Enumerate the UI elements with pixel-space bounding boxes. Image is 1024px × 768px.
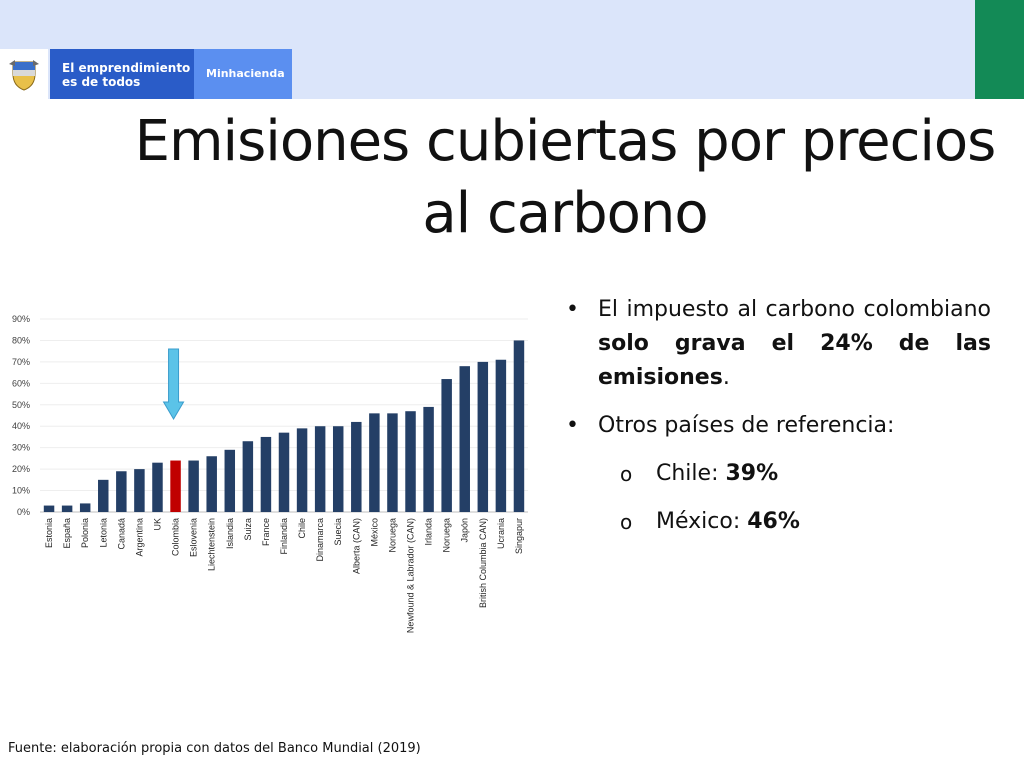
- bar: [477, 361, 489, 512]
- bar: [242, 441, 254, 512]
- y-tick-label: 30%: [12, 443, 30, 453]
- x-tick-label: Eslovenia: [189, 518, 199, 557]
- y-tick-label: 20%: [12, 464, 30, 474]
- bar: [459, 366, 470, 512]
- y-tick-label: 50%: [12, 400, 30, 410]
- bar: [61, 505, 73, 512]
- ministry-logo: Minhacienda: [194, 49, 292, 99]
- bar: [224, 449, 236, 512]
- mexico-label: México:: [656, 509, 748, 534]
- x-tick-label: Newfound & Labrador (CAN): [406, 518, 416, 633]
- x-tick-label: Irlanda: [424, 518, 434, 546]
- chile-value: 39%: [725, 461, 779, 486]
- bar: [98, 479, 109, 512]
- x-tick-label: Noruega: [442, 518, 452, 553]
- mexico-value: 46%: [747, 509, 800, 534]
- sub-bullet-chile: o Chile: 39%: [566, 457, 991, 491]
- y-tick-label: 10%: [12, 486, 30, 496]
- bar: [116, 471, 127, 512]
- coat-of-arms-logo: [0, 49, 48, 99]
- bullet-colombia-tax: • El impuesto al carbono colombiano solo…: [566, 293, 991, 395]
- x-tick-label: Dinamarca: [315, 518, 325, 562]
- source-note: Fuente: elaboración propia con datos del…: [8, 741, 421, 756]
- down-arrow-icon: [162, 348, 185, 420]
- bullet-icon: •: [566, 413, 579, 438]
- chart-canvas: 0% 10% 20% 30% 40% 50% 60% 70% 80% 90% Estonia Espa…: [12, 314, 528, 633]
- y-tick-label: 0%: [17, 507, 30, 517]
- bullet-list: • El impuesto al carbono colombiano solo…: [566, 293, 991, 539]
- x-tick-label: Finlandia: [279, 518, 289, 555]
- bar: [405, 411, 416, 512]
- bar: [170, 460, 181, 512]
- bar: [188, 460, 199, 512]
- y-tick-label: 60%: [12, 378, 30, 388]
- x-tick-label: México: [369, 518, 379, 547]
- bar: [134, 469, 145, 512]
- bar: [278, 432, 290, 512]
- green-accent-band: [975, 0, 1024, 99]
- bar: [332, 426, 344, 512]
- bar: [441, 379, 452, 512]
- x-tick-label: Alberta (CAN): [351, 518, 361, 574]
- x-tick-label: British Columbia CAN): [478, 518, 488, 608]
- circle-bullet-icon: o: [620, 510, 633, 534]
- x-tick-label: Colombia: [171, 518, 181, 556]
- x-tick-label: Polonia: [80, 518, 90, 548]
- bullet-end: .: [722, 365, 730, 390]
- bullet-bold-text: solo grava el 24% de las emisiones: [598, 331, 991, 390]
- bar-chart: 0% 10% 20% 30% 40% 50% 60% 70% 80% 90% Estonia Espa…: [0, 305, 540, 705]
- bar: [260, 436, 272, 512]
- x-tick-label: Suiza: [243, 518, 253, 541]
- bar: [387, 413, 398, 512]
- bullet-other-countries: • Otros países de referencia:: [566, 409, 991, 443]
- bar: [152, 462, 163, 512]
- bar: [495, 359, 507, 512]
- y-tick-label: 90%: [12, 314, 30, 324]
- x-tick-label: Japón: [460, 518, 470, 543]
- x-tick-label: Islandia: [225, 518, 235, 549]
- brand-logo: El emprendimiento es de todos: [50, 49, 194, 99]
- bar: [513, 340, 525, 512]
- x-tick-label: Suecia: [333, 518, 343, 546]
- x-tick-label: Canadá: [116, 518, 126, 550]
- bullet-text: El impuesto al carbono colombiano: [598, 297, 991, 322]
- x-tick-label: España: [62, 518, 72, 549]
- brand-line-2: es de todos: [62, 75, 141, 89]
- x-tick-label: Chile: [297, 518, 307, 539]
- x-tick-label: France: [261, 518, 271, 546]
- bar: [351, 421, 362, 512]
- bar: [314, 426, 326, 512]
- slide-title: Emisiones cubiertas por precios al carbo…: [134, 109, 997, 246]
- x-tick-label: Noruega: [387, 518, 397, 553]
- bar: [43, 505, 55, 512]
- bar: [206, 456, 217, 512]
- bar: [296, 428, 308, 512]
- x-tick-label: Estonia: [44, 518, 54, 548]
- y-tick-label: 70%: [12, 357, 30, 367]
- x-tick-label: Singapur: [514, 518, 524, 554]
- brand-line-1: El emprendimiento: [62, 61, 191, 75]
- bullet-text: Otros países de referencia:: [598, 413, 895, 438]
- chile-label: Chile:: [656, 461, 726, 486]
- x-tick-label: UK: [152, 518, 162, 531]
- x-tick-label: Liechtenstein: [207, 518, 217, 571]
- sub-bullet-mexico: o México: 46%: [566, 505, 991, 539]
- bar: [79, 503, 91, 512]
- bar: [369, 413, 380, 512]
- y-tick-label: 80%: [12, 335, 30, 345]
- y-tick-label: 40%: [12, 421, 30, 431]
- bullet-icon: •: [566, 297, 579, 322]
- bar: [423, 406, 434, 512]
- x-tick-label: Ucrania: [496, 518, 506, 549]
- x-tick-label: Argentina: [134, 518, 144, 557]
- circle-bullet-icon: o: [620, 462, 633, 486]
- x-tick-label: Letonia: [98, 518, 108, 548]
